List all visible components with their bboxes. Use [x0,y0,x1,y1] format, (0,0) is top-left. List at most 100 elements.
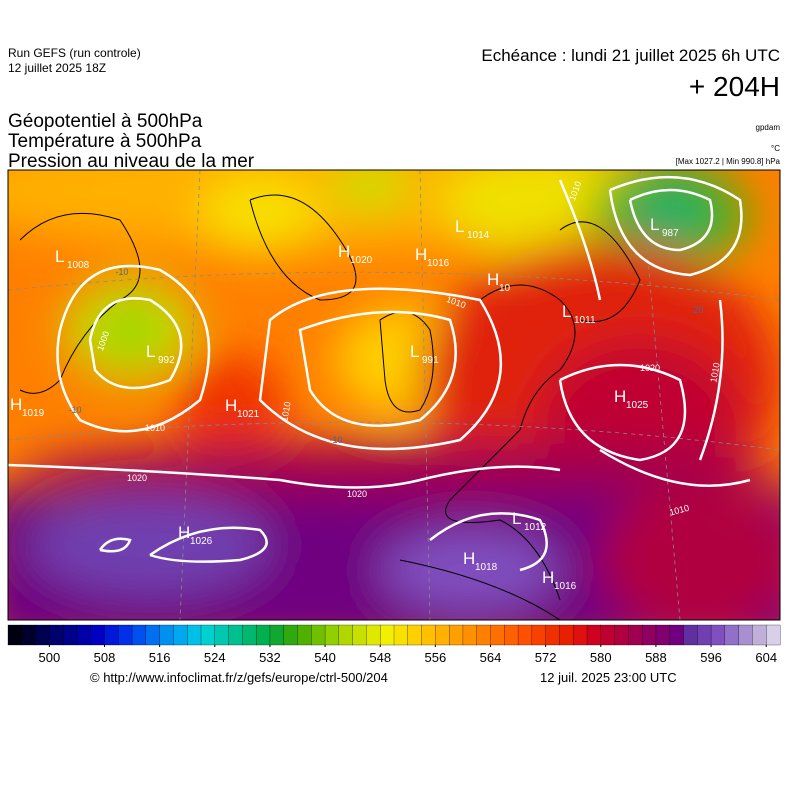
colorbar-tick-label: 508 [94,650,116,665]
isobar-label: 1020 [127,473,147,483]
colorbar-swatch [311,624,326,646]
colorbar-swatch [255,624,271,646]
colorbar-swatch [462,624,478,646]
colorbar-tick-label: 604 [755,650,777,665]
colorbar-swatch [269,624,285,646]
colorbar-swatch [104,624,119,646]
footer-generated: 12 juil. 2025 23:00 UTC [540,670,677,685]
colorbar-swatch [380,624,395,646]
colorbar-tick-label: 572 [535,650,557,665]
center-letter: L [146,342,155,361]
colorbar-swatch [724,624,740,646]
colorbar-swatch [173,624,188,646]
center-value: 1019 [22,408,45,419]
center-letter: L [512,509,521,528]
title-geopotential: Géopotentiel à 500hPa [8,111,203,132]
colorbar-swatch [352,624,367,646]
colorbar-swatch [187,624,202,646]
title-temperature: Température à 500hPa [8,131,202,152]
colorbar-swatch [35,624,50,646]
map-field [8,170,780,620]
colorbar-swatch [393,624,409,646]
colorbar-swatch [586,624,602,646]
valid-time: Echéance : lundi 21 juillet 2025 6h UTC [481,46,780,65]
center-letter: H [415,245,427,264]
colorbar-swatch [697,624,712,646]
colorbar-swatch [504,624,519,646]
colorbar-swatch [131,624,147,646]
colorbar-tick-label: 540 [314,650,336,665]
colorbar-tick-label: 588 [645,650,667,665]
colorbar-swatch [421,624,436,646]
center-value: 1026 [190,536,213,547]
isotherm-label: -10 [115,267,128,277]
colorbar-swatch [766,624,781,646]
center-letter: H [10,395,22,414]
colorbar-swatch [683,624,698,646]
colorbar-tick-label: 580 [590,650,612,665]
center-letter: L [455,217,464,236]
unit-pressure: [Max 1027.2 | Min 990.8] hPa [676,157,781,166]
center-value: 991 [422,355,439,366]
colorbar-swatch [159,624,174,646]
colorbar-swatch [710,624,726,646]
colorbar-swatch [600,624,616,646]
colorbar-swatch [435,624,450,646]
colorbar-tick-label: 596 [700,650,722,665]
lead-time: + 204H [689,71,780,102]
colorbar-swatch [228,624,243,646]
center-value: 1014 [467,230,490,241]
colorbar-tick-label: 516 [149,650,171,665]
colorbar-swatch [145,624,161,646]
colorbar-swatch [448,624,464,646]
colorbar-swatch [62,624,78,646]
center-letter: L [410,342,419,361]
run-label: Run GEFS (run controle) [8,46,141,60]
center-value: 987 [662,228,679,239]
isotherm-label: -20 [690,305,703,315]
center-value: 1011 [574,315,596,326]
colorbar-swatch [559,624,574,646]
colorbar-tick-label: 548 [369,650,391,665]
center-letter: L [562,302,571,321]
colorbar-swatch [531,624,547,646]
center-value: 1016 [427,258,450,269]
colorbar-swatch [297,624,312,646]
isobar-label: 1020 [347,489,367,499]
colorbar-swatch [573,624,588,646]
center-value: 1025 [626,400,649,411]
colorbar-swatch [7,624,23,646]
unit-temperature: °C [771,144,780,153]
unit-geopotential: gpdam [756,123,781,132]
colorbar-swatch [476,624,491,646]
colorbar-swatch [283,624,298,646]
colorbar-tick-label: 532 [259,650,281,665]
center-value: 1018 [475,562,498,573]
colorbar-swatch [324,624,340,646]
isobar-label: 1010 [279,401,292,422]
colorbar-swatch [118,624,133,646]
center-value: 992 [158,355,175,366]
center-letter: H [487,270,499,289]
colorbar-swatch [614,624,629,646]
center-letter: H [178,523,190,542]
colorbar-swatch [545,624,560,646]
isobar-label: 1020 [640,363,660,373]
isotherm-label: -10 [329,435,342,445]
colorbar-swatch [214,624,230,646]
center-letter: L [55,247,64,266]
center-value: 1021 [237,409,260,420]
colorbar-swatch [366,624,381,646]
colorbar-tick-label: 564 [480,650,502,665]
colorbar-swatch [338,624,354,646]
colorbar-swatch [242,624,257,646]
isobar-label: 1010 [145,423,165,433]
center-letter: L [650,215,659,234]
center-value: 1012 [524,522,547,533]
colorbar-swatch [655,624,671,646]
colorbar-tick-label: 556 [425,650,447,665]
footer-source: © http://www.infoclimat.fr/z/gefs/europe… [90,670,388,685]
center-letter: H [338,242,350,261]
